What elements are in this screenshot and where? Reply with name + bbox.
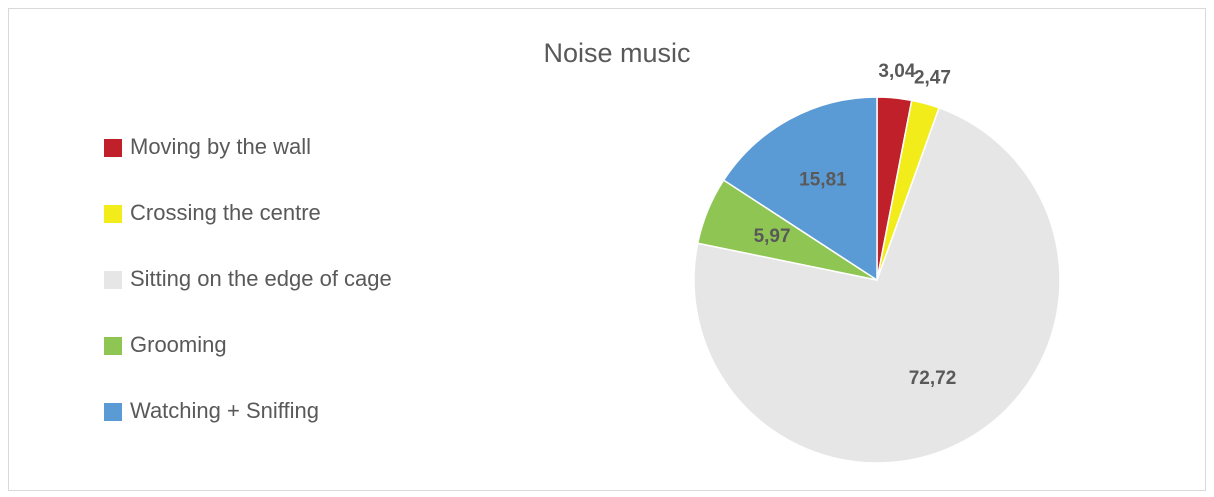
- legend-swatch: [104, 403, 122, 421]
- legend-label: Moving by the wall: [130, 134, 311, 159]
- pie-slice: [722, 96, 878, 282]
- data-label: 2,47: [914, 68, 951, 89]
- legend-swatch: [104, 271, 122, 289]
- data-label: 15,81: [799, 169, 847, 190]
- data-label: 72,72: [909, 368, 957, 389]
- legend-swatch: [104, 139, 122, 157]
- legend-label: Sitting on the edge of cage: [130, 266, 392, 291]
- data-label: 3,04: [878, 61, 915, 82]
- chart-title: Noise music: [543, 38, 690, 68]
- legend-swatch: [104, 337, 122, 355]
- data-label: 5,97: [754, 226, 791, 247]
- legend-swatch: [104, 205, 122, 223]
- pie-slice: [693, 106, 1061, 464]
- legend-label: Crossing the centre: [130, 200, 321, 225]
- legend-label: Grooming: [130, 332, 227, 357]
- legend-label: Watching + Sniffing: [130, 398, 319, 423]
